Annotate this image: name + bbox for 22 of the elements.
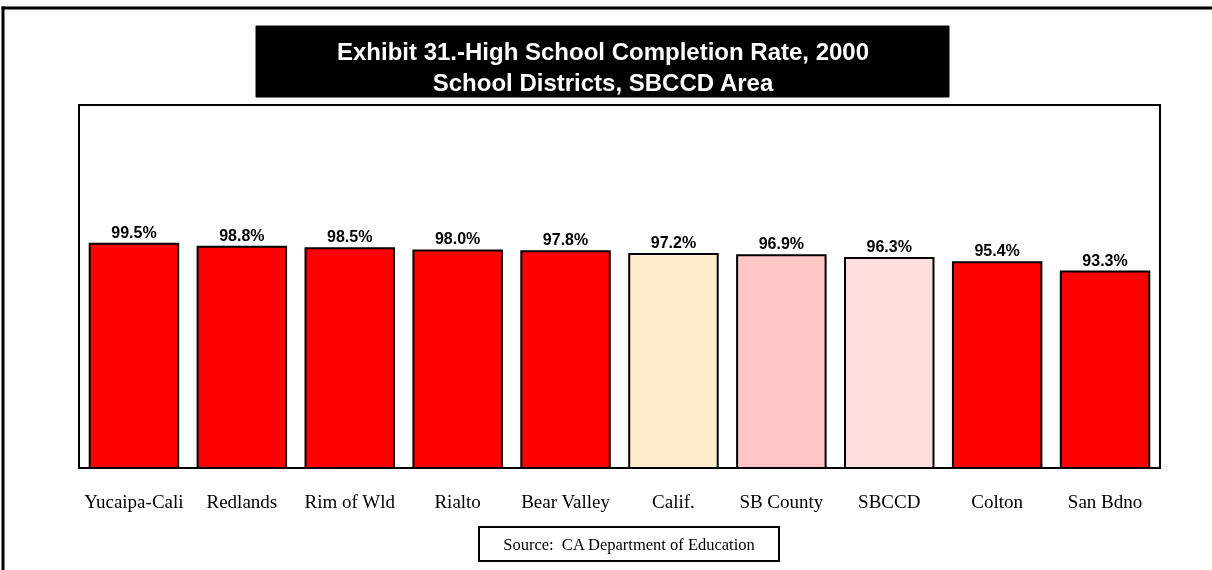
data-label: 97.8% xyxy=(542,231,589,249)
x-tick-label: Rim of Wld xyxy=(304,490,396,512)
data-label: 97.2% xyxy=(650,234,697,252)
data-label: 95.4% xyxy=(974,242,1020,260)
chart-title: Exhibit 31.-High School Completion Rate, 2000 School Districts, SBCCD Area xyxy=(336,38,870,97)
data-label: 98.8% xyxy=(219,226,265,244)
x-tick-label: SBCCD xyxy=(858,490,921,512)
x-tick-label: Redlands xyxy=(206,490,278,512)
x-tick-label: Calif. xyxy=(652,490,695,512)
data-label: 93.3% xyxy=(1082,251,1128,269)
x-tick-label: Rialto xyxy=(434,490,481,512)
data-label: 98.5% xyxy=(327,228,373,246)
x-tick-label: San Bdno xyxy=(1067,490,1143,512)
x-tick-label: SB County xyxy=(739,490,824,512)
x-tick-label: Colton xyxy=(971,490,1024,512)
data-label: 99.5% xyxy=(111,223,157,241)
data-label: 98.0% xyxy=(434,230,481,248)
data-label: 96.9% xyxy=(758,235,805,253)
x-tick-label: Yucaipa-Cali xyxy=(84,490,184,512)
data-label: 96.3% xyxy=(866,238,912,256)
x-tick-label: Bear Valley xyxy=(521,490,611,512)
source-note: Source: CA Department of Education xyxy=(503,534,755,554)
